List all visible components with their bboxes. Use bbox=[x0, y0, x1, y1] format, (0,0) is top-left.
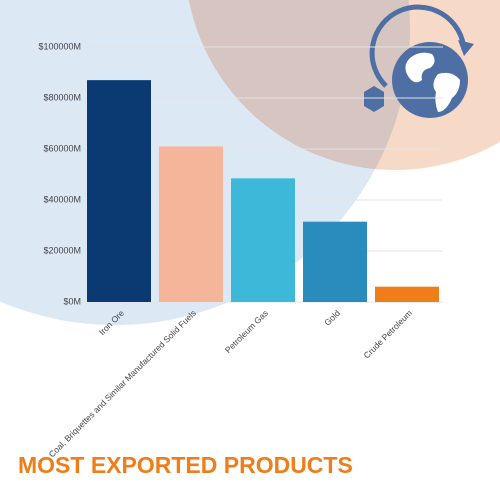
y-tick-label: $40000M bbox=[43, 194, 81, 204]
bar bbox=[87, 80, 151, 303]
continent bbox=[405, 52, 435, 83]
y-tick-label: $20000M bbox=[43, 245, 81, 255]
y-tick-label: $100000M bbox=[38, 41, 81, 51]
background-circle-peach bbox=[188, 0, 500, 170]
box bbox=[364, 86, 384, 112]
x-tick-label: Gold bbox=[322, 308, 342, 328]
arrow-arc bbox=[369, 4, 467, 88]
continent bbox=[433, 72, 460, 112]
x-tick-label: Coal, Briquettes and Similar Manufacture… bbox=[47, 308, 198, 459]
bar bbox=[231, 178, 295, 302]
globe-icon bbox=[364, 4, 474, 118]
x-tick-label: Petroleum Gas bbox=[223, 308, 270, 355]
y-tick-label: $80000M bbox=[43, 92, 81, 102]
bar bbox=[375, 286, 439, 302]
x-tick-label: Crude Petroleum bbox=[361, 308, 414, 361]
y-tick-label: $0M bbox=[63, 296, 81, 306]
bar bbox=[159, 146, 223, 302]
y-tick-label: $60000M bbox=[43, 143, 81, 153]
bar bbox=[303, 221, 367, 302]
chart-title: MOST EXPORTED PRODUCTS bbox=[18, 452, 353, 478]
arrow-head bbox=[458, 40, 474, 56]
